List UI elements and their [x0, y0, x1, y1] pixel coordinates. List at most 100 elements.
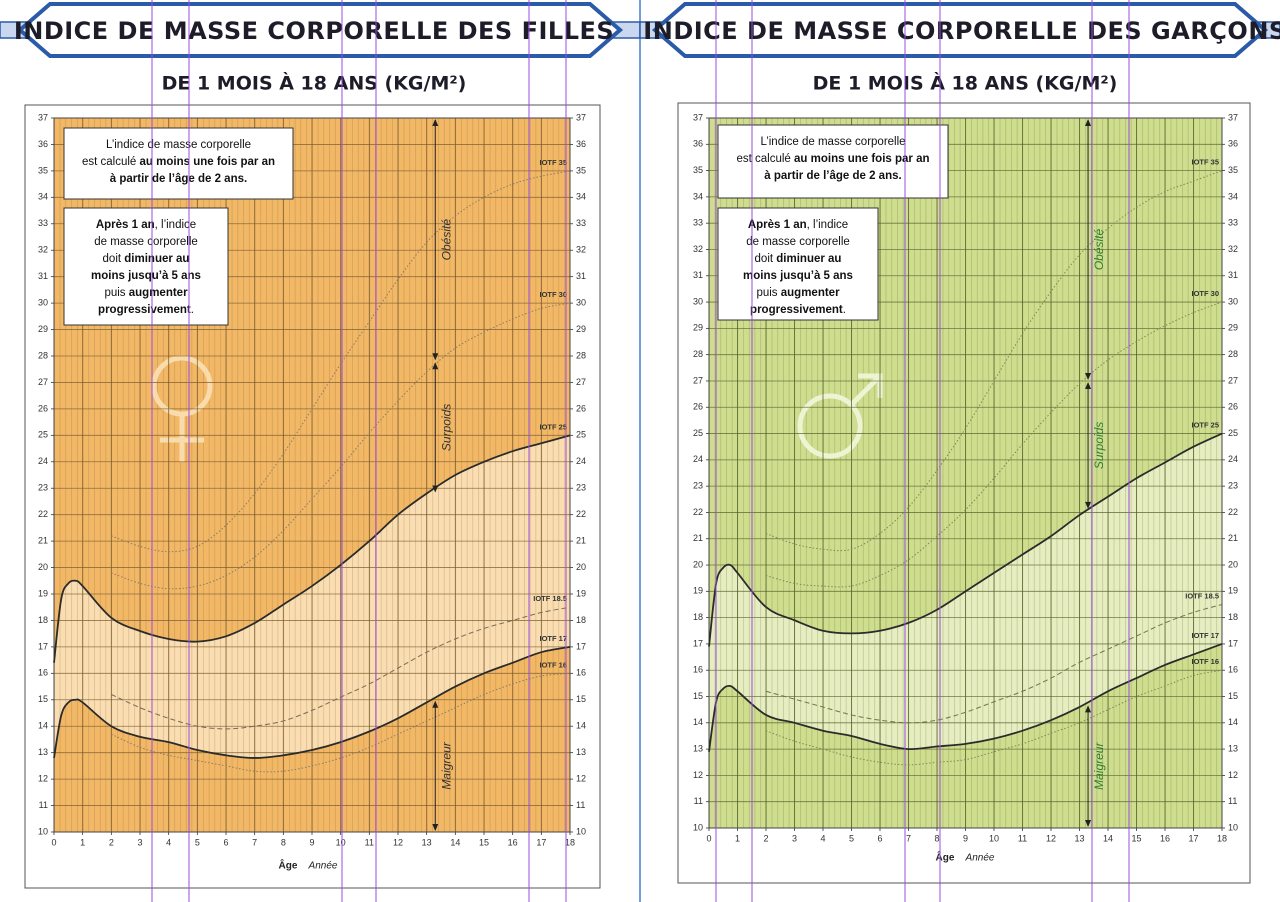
annotation-label: Obésité	[1092, 228, 1106, 270]
y-tick-label-right: 36	[1228, 139, 1238, 149]
note-box	[63, 207, 229, 326]
y-tick-label-right: 34	[576, 192, 586, 202]
arrow-head	[432, 362, 439, 370]
y-tick-label-right: 12	[576, 773, 586, 783]
y-tick-label-right: 10	[576, 826, 586, 836]
plot-border	[53, 117, 571, 833]
x-tick-label: 14	[450, 837, 460, 847]
y-tick-label: 22	[38, 509, 48, 519]
series-label: IOTF 35	[1191, 158, 1219, 167]
y-tick-label: 23	[38, 483, 48, 493]
y-tick-label: 36	[38, 139, 48, 149]
y-tick-label-right: 33	[576, 218, 586, 228]
y-tick-label: 22	[693, 507, 703, 517]
y-tick-label: 14	[38, 721, 48, 731]
y-tick-label-right: 17	[1228, 638, 1238, 648]
y-tick-label: 20	[38, 562, 48, 572]
note-line: doit diminuer au	[755, 253, 842, 265]
arrow-head	[432, 485, 439, 493]
y-tick-label-right: 24	[1228, 454, 1238, 464]
y-tick-label: 25	[38, 430, 48, 440]
y-tick-label-right: 29	[1228, 323, 1238, 333]
x-tick-label: 12	[393, 837, 403, 847]
note-run: .	[191, 304, 194, 316]
y-tick-label-right: 27	[1228, 375, 1238, 385]
chart-title: INDICE DE MASSE CORPORELLE DES FILLES	[14, 17, 614, 45]
y-tick-label: 26	[38, 403, 48, 413]
series-label: IOTF 17	[539, 634, 567, 643]
series-line	[708, 643, 1223, 752]
y-tick-label-right: 28	[1228, 349, 1238, 359]
x-tick-label: 4	[820, 833, 825, 843]
series-label: IOTF 35	[539, 158, 567, 167]
y-tick-label: 28	[38, 350, 48, 360]
series-line	[111, 302, 571, 590]
note-line: de masse corporelle	[746, 236, 850, 248]
y-tick-label: 27	[693, 375, 703, 385]
y-tick-label-right: 29	[576, 324, 586, 334]
series-label: IOTF 25	[1191, 421, 1219, 430]
y-tick-label-right: 25	[576, 430, 586, 440]
note-line: puis augmenter	[104, 287, 188, 299]
x-tick-label: 2	[109, 837, 114, 847]
x-tick-label: 9	[963, 833, 968, 843]
x-tick-label: 14	[1103, 833, 1113, 843]
series-line	[53, 646, 571, 759]
y-tick-label: 11	[39, 800, 48, 810]
x-tick-label: 3	[137, 837, 142, 847]
note-line: puis augmenter	[756, 287, 840, 299]
y-tick-label-right: 22	[1228, 507, 1238, 517]
x-tick-label: 15	[1131, 833, 1141, 843]
y-tick-label-right: 26	[1228, 402, 1238, 412]
banner	[16, 2, 624, 58]
y-tick-label: 27	[38, 377, 48, 387]
arrow-head	[1085, 119, 1092, 126]
y-tick-label-right: 14	[1228, 717, 1238, 727]
y-tick-label-right: 11	[576, 800, 585, 810]
y-tick-label-right: 14	[576, 721, 586, 731]
y-tick-label: 17	[693, 638, 703, 648]
note-line: progressivement.	[750, 304, 846, 316]
note-run: est calculé	[82, 156, 140, 168]
arrow-head	[432, 353, 439, 361]
note-line: moins jusqu’à 5 ans	[743, 270, 853, 282]
y-tick-label-right: 32	[576, 245, 586, 255]
arrow-head	[1085, 372, 1092, 380]
y-tick-label: 10	[693, 822, 703, 832]
y-tick-label: 28	[693, 349, 703, 359]
series-line	[765, 301, 1223, 588]
y-tick-label: 32	[693, 244, 703, 254]
series-label: IOTF 30	[1191, 289, 1219, 298]
series-line	[765, 603, 1223, 724]
x-tick-label: 6	[223, 837, 228, 847]
series-line	[53, 434, 571, 663]
note-run: diminuer au	[776, 253, 841, 265]
arrow-head	[1085, 705, 1092, 713]
note-run: de masse corporelle	[746, 236, 850, 248]
y-tick-label-right: 18	[1228, 612, 1238, 622]
y-tick-label-right: 31	[1228, 270, 1238, 280]
series-line	[765, 669, 1223, 766]
series-label: IOTF 18.5	[533, 594, 567, 603]
note-line: à partir de l’âge de 2 ans.	[764, 170, 901, 182]
note-run: à partir de l’âge de 2 ans.	[110, 173, 247, 185]
y-tick-label: 33	[693, 218, 703, 228]
y-tick-label-right: 37	[576, 112, 586, 122]
note-line: progressivement.	[98, 304, 194, 316]
y-tick-label-right: 13	[576, 747, 586, 757]
y-tick-label-right: 15	[576, 694, 586, 704]
y-tick-label: 33	[38, 218, 48, 228]
note-run: L’indice de masse corporelle	[106, 139, 251, 151]
y-tick-label-right: 31	[576, 271, 586, 281]
y-tick-label: 31	[38, 271, 48, 281]
y-tick-label-right: 35	[1228, 165, 1238, 175]
y-tick-label-right: 16	[1228, 665, 1238, 675]
x-tick-label: 13	[422, 837, 432, 847]
y-tick-label-right: 13	[1228, 743, 1238, 753]
chart-subtitle: DE 1 MOIS À 18 ANS (KG/M²)	[162, 72, 467, 95]
x-tick-label: 17	[1188, 833, 1198, 843]
y-tick-label-right: 20	[576, 562, 586, 572]
note-run: , l’indice	[807, 219, 849, 231]
x-tick-label: 8	[934, 833, 939, 843]
annotation-label: Maigreur	[439, 741, 453, 789]
